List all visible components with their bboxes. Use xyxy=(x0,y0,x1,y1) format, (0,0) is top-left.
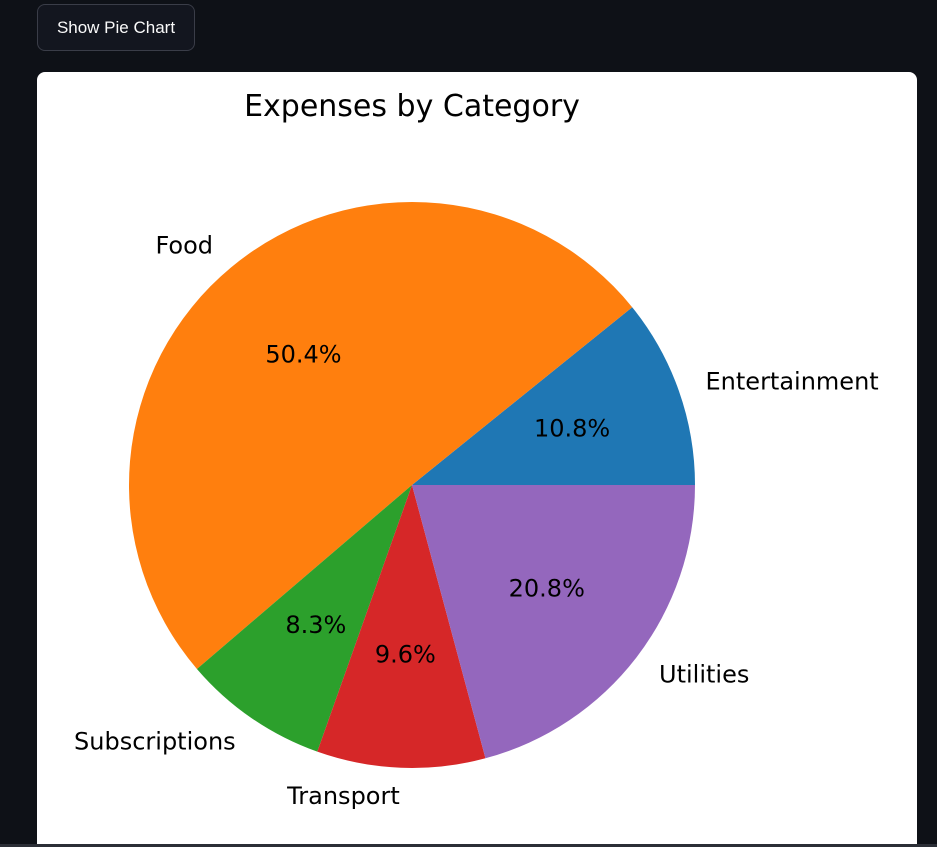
pie-pct-label-transport: 9.6% xyxy=(375,641,436,669)
chart-title: Expenses by Category xyxy=(244,89,580,124)
pie-category-label-utilities: Utilities xyxy=(659,660,749,688)
pie-slice-food xyxy=(129,202,633,669)
pie-slices xyxy=(129,202,695,768)
pie-chart: Expenses by Category 10.8% Entertainment 5… xyxy=(74,89,879,810)
pie-category-label-food: Food xyxy=(155,232,213,260)
show-pie-chart-button[interactable]: Show Pie Chart xyxy=(37,4,195,51)
pie-labels: 10.8% Entertainment 50.4% Food 8.3% Subscript… xyxy=(74,232,879,810)
pie-category-label-transport: Transport xyxy=(286,782,400,810)
bottom-divider xyxy=(0,844,937,847)
pie-pct-label-food: 50.4% xyxy=(265,340,341,368)
pie-category-label-subscriptions: Subscriptions xyxy=(74,728,236,756)
pie-slice-entertainment xyxy=(412,307,695,485)
pie-pct-label-utilities: 20.8% xyxy=(509,574,585,602)
pie-pct-label-subscriptions: 8.3% xyxy=(285,611,346,639)
pie-slice-subscriptions xyxy=(196,485,412,752)
pie-slice-transport xyxy=(317,485,486,768)
pie-slice-utilities xyxy=(412,485,695,759)
chart-card: Expenses by Category 10.8% Entertainment 5… xyxy=(37,72,917,847)
pie-category-label-entertainment: Entertainment xyxy=(706,367,879,395)
pie-pct-label-entertainment: 10.8% xyxy=(534,414,610,442)
